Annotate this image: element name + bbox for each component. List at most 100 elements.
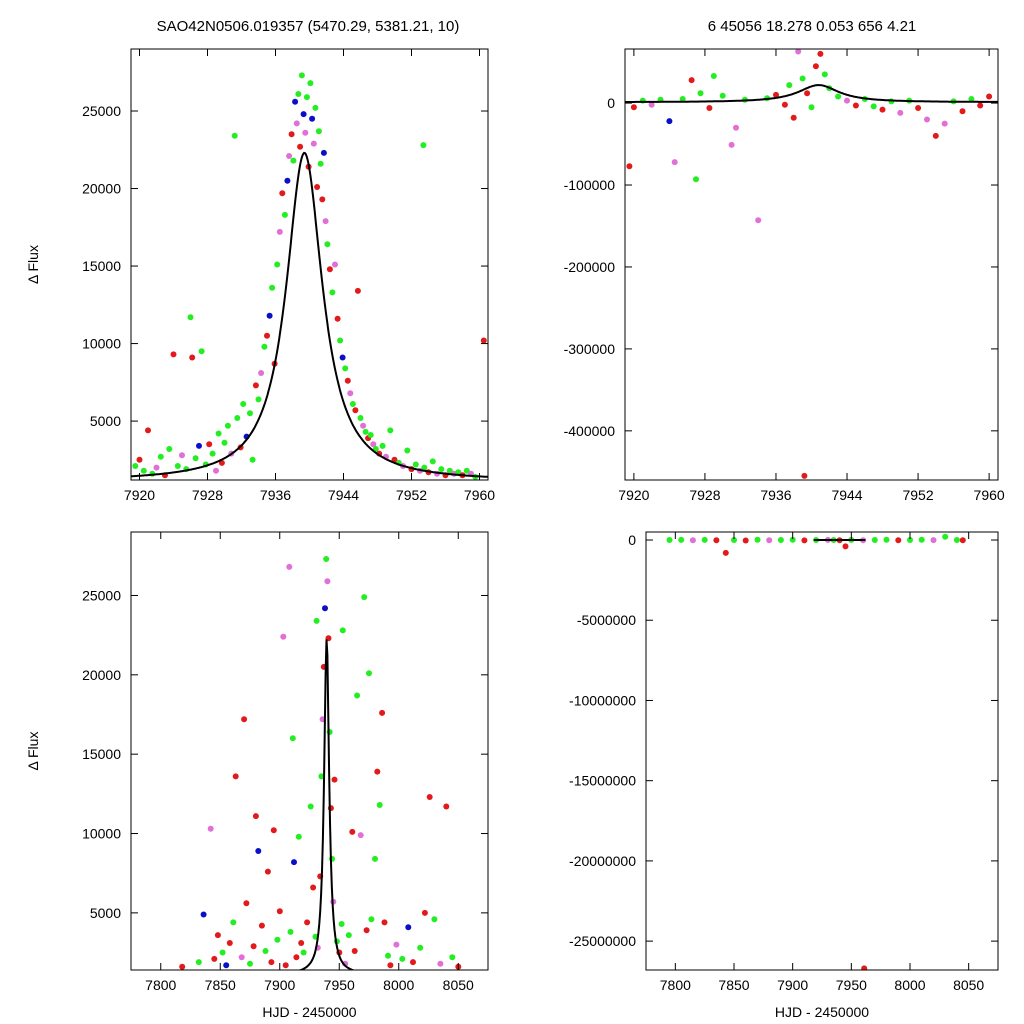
data-point (289, 735, 296, 742)
data-point (742, 537, 749, 544)
data-point (209, 450, 216, 457)
data-point (252, 382, 259, 389)
y-tick-label: 0 (628, 532, 636, 548)
data-point (317, 160, 324, 167)
x-tick-label: 7936 (260, 487, 291, 503)
x-tick-label: 8050 (953, 977, 984, 993)
data-point (200, 911, 207, 918)
data-point (322, 605, 328, 612)
data-point (861, 965, 868, 970)
data-point (728, 141, 735, 148)
y-tick-label: 15000 (82, 746, 121, 762)
data-point (274, 936, 281, 943)
data-point (334, 315, 341, 322)
data-point (393, 941, 400, 948)
data-point (312, 104, 319, 111)
data-point (198, 348, 205, 355)
plot-frame (645, 531, 999, 971)
data-point (808, 104, 815, 111)
data-point (801, 537, 808, 544)
data-point (879, 106, 886, 113)
x-tick-label: 7952 (902, 487, 933, 503)
data-point (211, 955, 218, 962)
data-point (932, 132, 939, 139)
data-point (968, 96, 975, 102)
data-point (261, 343, 268, 350)
data-point (630, 104, 637, 111)
data-point (480, 337, 487, 344)
data-point (426, 794, 433, 800)
data-point (290, 157, 297, 164)
data-point (223, 962, 230, 969)
data-point (357, 832, 364, 839)
data-point (379, 709, 386, 716)
data-point (915, 105, 922, 111)
y-axis-label: Δ Flux (25, 245, 41, 284)
data-point (713, 537, 720, 544)
data-point (192, 455, 199, 462)
data-point (206, 441, 213, 448)
data-point (132, 463, 139, 469)
model-curve-group (297, 639, 357, 970)
data-point (648, 101, 655, 108)
data-point (332, 261, 338, 268)
data-point (342, 365, 349, 372)
data-point (318, 773, 325, 780)
data-point (269, 284, 276, 291)
y-tick-label: -300000 (564, 341, 616, 357)
data-points (179, 556, 462, 970)
data-point (349, 828, 356, 835)
data-point (368, 916, 375, 923)
data-point (897, 109, 904, 116)
data-points (132, 72, 487, 480)
data-point (697, 90, 704, 97)
plot-frame (130, 48, 489, 481)
y-tick-label: 5000 (90, 905, 121, 921)
plot-frame (624, 48, 999, 481)
data-point (179, 452, 185, 459)
data-point (354, 287, 361, 294)
data-point (844, 97, 850, 104)
data-point (361, 594, 368, 601)
x-tick-label: 7950 (836, 977, 867, 993)
panel-bottom-right: 7800 7850 7900 7950 8000 8050 0 -5000000 -100000… (569, 531, 999, 1020)
data-point (281, 211, 288, 218)
model-curve (625, 84, 998, 103)
data-point (295, 91, 302, 97)
data-point (238, 954, 245, 961)
data-point (626, 163, 633, 170)
data-point (247, 960, 253, 967)
data-point (307, 80, 314, 87)
data-point (895, 537, 902, 544)
data-point (429, 458, 436, 465)
x-tick-label: 7850 (718, 977, 749, 993)
data-point (883, 536, 890, 543)
data-point (187, 314, 194, 321)
data-point (344, 377, 351, 384)
x-tick-label: 7800 (145, 977, 176, 993)
data-point (319, 196, 326, 203)
data-point (218, 459, 225, 466)
data-point (754, 536, 761, 543)
data-point (174, 463, 181, 469)
data-point (354, 692, 361, 699)
data-point (871, 537, 878, 543)
data-point (323, 556, 330, 562)
data-point (376, 802, 383, 808)
data-point (264, 868, 271, 875)
data-point (213, 467, 219, 474)
data-point (280, 633, 287, 640)
data-point (247, 410, 253, 417)
data-point (303, 94, 310, 101)
data-point (733, 124, 739, 131)
x-tick-label: 8000 (383, 977, 414, 993)
data-point (337, 337, 344, 344)
data-point (300, 949, 307, 956)
y-tick-label: 10000 (82, 826, 121, 842)
data-point (959, 108, 966, 115)
x-tick-label: 7960 (464, 487, 495, 503)
data-point (140, 467, 147, 474)
data-point (379, 442, 386, 449)
data-point (812, 63, 819, 70)
y-tick-label: -100000 (564, 177, 616, 193)
